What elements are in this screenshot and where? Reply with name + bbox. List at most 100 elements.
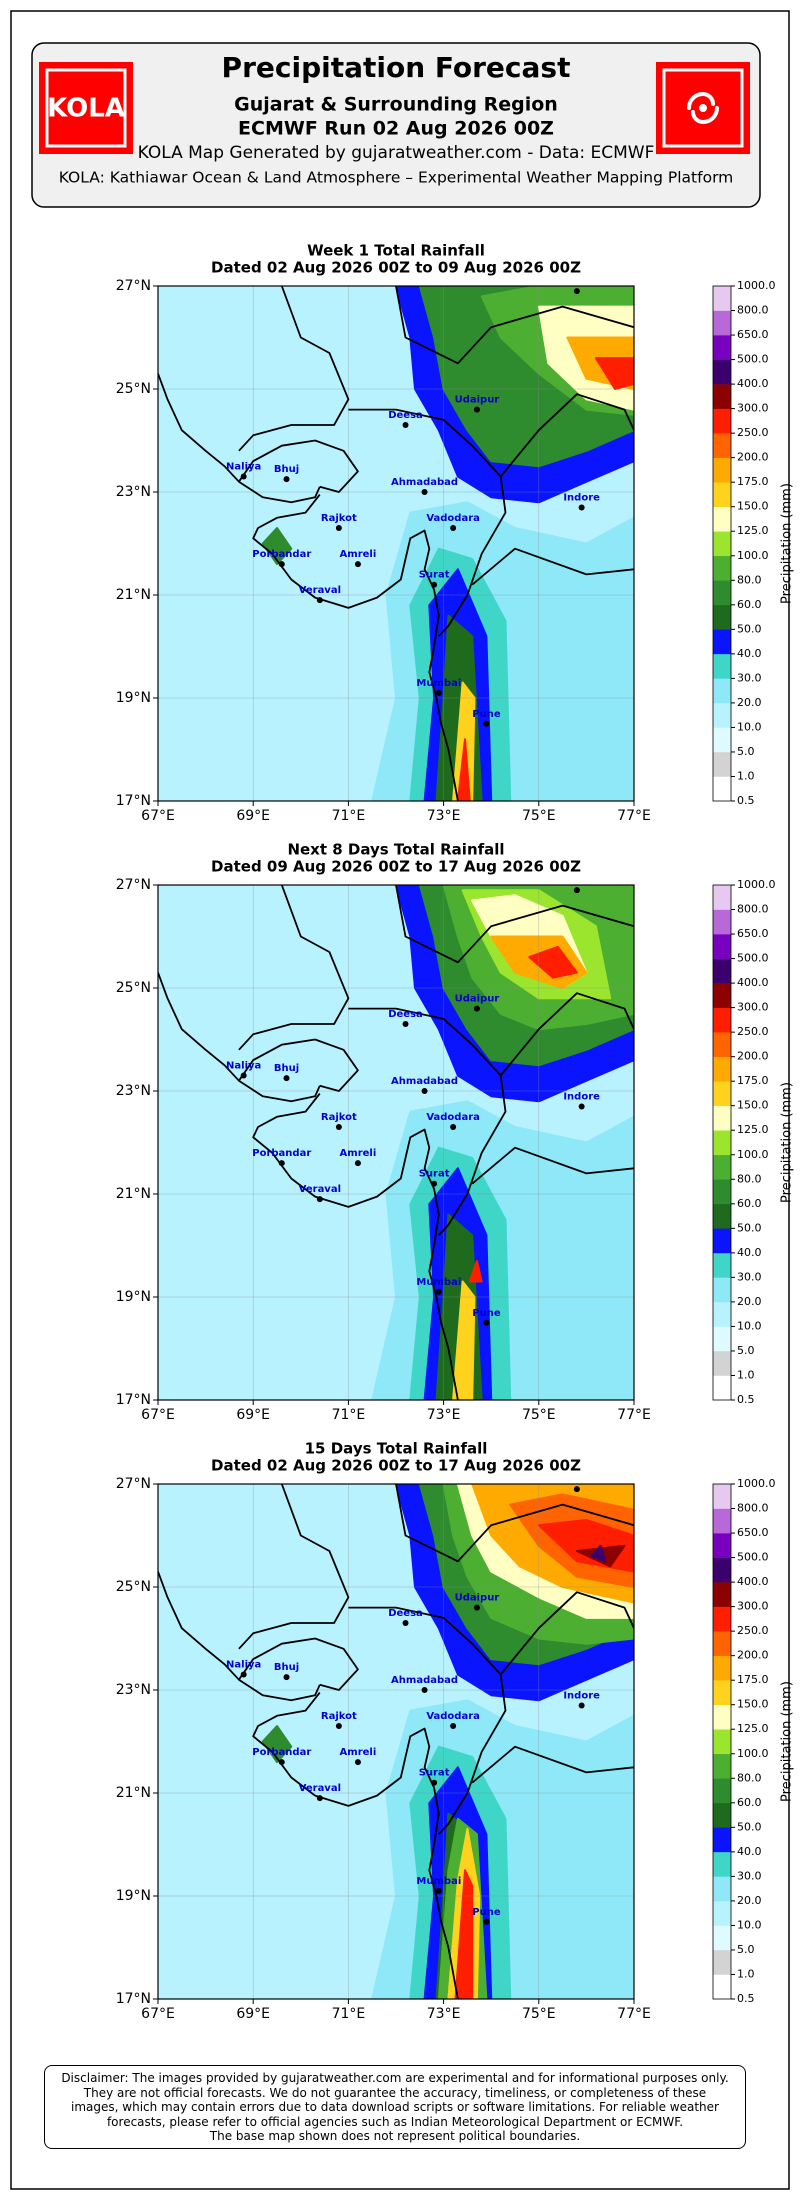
city-dot (316, 1196, 323, 1203)
city-dot (578, 1103, 585, 1110)
colorbar-label: 500.0 (737, 353, 769, 366)
colorbar-bin (713, 1301, 731, 1327)
colorbar-label: 100.0 (737, 549, 769, 562)
map-frame (157, 285, 635, 802)
colorbar-label: 500.0 (737, 952, 769, 965)
colorbar-bin (713, 1032, 731, 1057)
colorbar-frame (712, 1483, 732, 2000)
header-box (31, 42, 761, 208)
boundary (238, 1637, 359, 1691)
city-dot (354, 561, 361, 568)
colorbar-bin (713, 1802, 731, 1828)
colorbar-bin (713, 909, 731, 935)
outer-frame (10, 10, 790, 2190)
lat-tick-label: 19°N (116, 1888, 151, 1904)
colorbar-label: 400.0 (737, 1575, 769, 1588)
city-label: Bhuj (274, 1063, 299, 1074)
city-dot (278, 1759, 285, 1766)
city-label: Ahmadabad (391, 1675, 458, 1686)
colorbar-bin (713, 1655, 731, 1681)
rain-area (456, 738, 471, 801)
colorbar-bin (713, 286, 731, 311)
city-dot (316, 1795, 323, 1802)
colorbar-label: 5.0 (737, 1943, 755, 1956)
colorbar-label: 40.0 (737, 1845, 762, 1858)
colorbar-bin (713, 1105, 731, 1131)
city-dot (431, 1180, 438, 1187)
city-label: Indore (563, 1091, 600, 1102)
colorbar-bin (713, 727, 731, 753)
colorbar-label: 1.0 (737, 769, 755, 782)
city-label: Pune (472, 1907, 501, 1918)
logo-left-frame (45, 68, 127, 148)
city-label: Pune (472, 1308, 501, 1319)
lon-tick-label: 75°E (522, 1407, 556, 1423)
colorbar-bin (713, 1508, 731, 1534)
map-dates: Dated 09 Aug 2026 00Z to 17 Aug 2026 00Z (211, 858, 581, 876)
city-label: Rajkot (321, 513, 357, 524)
city-label: Naliya (226, 1660, 261, 1671)
colorbar-label: 400.0 (737, 976, 769, 989)
colorbar-label: 10.0 (737, 1319, 762, 1332)
colorbar-label: 800.0 (737, 903, 769, 916)
disclaimer-line: forecasts, please refer to official agen… (106, 2114, 684, 2129)
lat-tick-label: 21°N (116, 587, 151, 603)
colorbar-bin (713, 678, 731, 704)
city-label: Deesa (388, 1608, 423, 1619)
boundary (395, 286, 634, 365)
lon-tick-label: 77°E (617, 1407, 651, 1423)
city-label: Pune (472, 709, 501, 720)
city-dot (240, 1072, 247, 1079)
rain-area (590, 1544, 607, 1563)
lat-tick-label: 27°N (116, 278, 151, 294)
logo-swirl (687, 91, 719, 125)
colorbar-bin (713, 1606, 731, 1632)
boundary (252, 494, 459, 801)
credit: KOLA Map Generated by gujaratweather.com… (138, 143, 655, 163)
colorbar-bin (713, 384, 731, 409)
colorbar-bin (713, 1203, 731, 1229)
boundary (348, 1606, 507, 1835)
city-label: Mumbai (416, 1277, 461, 1288)
colorbar-label: 40.0 (737, 1246, 762, 1259)
colorbar-label: 20.0 (737, 1295, 762, 1308)
colorbar-bin (713, 1228, 731, 1254)
city-dot (421, 1687, 428, 1693)
boundary (471, 547, 634, 586)
city-label: Amreli (340, 549, 377, 560)
colorbar-label: 30.0 (737, 1270, 762, 1283)
city-dot (421, 489, 428, 495)
city-label: Vadodara (426, 1112, 480, 1123)
city-dot (431, 581, 438, 588)
colorbar-label: 1.0 (737, 1967, 755, 1980)
colorbar-label: 650.0 (737, 1526, 769, 1539)
colorbar-label: 100.0 (737, 1148, 769, 1161)
city-dot (473, 1005, 480, 1012)
colorbar-label: 60.0 (737, 1796, 762, 1809)
colorbar-bin (713, 482, 731, 508)
city-dot (354, 1160, 361, 1167)
city-dot (450, 525, 457, 532)
colorbar-label: 10.0 (737, 1918, 762, 1931)
city-dot (402, 422, 409, 429)
city-label: Udaipur (455, 994, 500, 1005)
colorbar-bin (713, 1974, 731, 2000)
lon-tick-label: 77°E (617, 2006, 651, 2022)
city-dot (278, 561, 285, 568)
lat-tick-label: 17°N (116, 793, 151, 809)
colorbar-bin (713, 1851, 731, 1877)
colorbar-bin (713, 983, 731, 1008)
lon-tick-label: 73°E (427, 2006, 461, 2022)
colorbar-bin (713, 1154, 731, 1180)
colorbar-label: 0.5 (737, 1393, 755, 1406)
lat-tick-label: 25°N (116, 1579, 151, 1595)
disclaimer-line: The base map shown does not represent po… (209, 2129, 581, 2143)
colorbar-bin (713, 1056, 731, 1082)
colorbar-label: 0.5 (737, 794, 755, 807)
colorbar-label: 800.0 (737, 304, 769, 317)
colorbar-bin (713, 751, 731, 777)
disclaimer-line: Disclaimer: The images provided by gujar… (61, 2071, 729, 2085)
colorbar-bin (713, 1631, 731, 1656)
colorbar-label: 250.0 (737, 1025, 769, 1038)
colorbar-bin (713, 310, 731, 336)
